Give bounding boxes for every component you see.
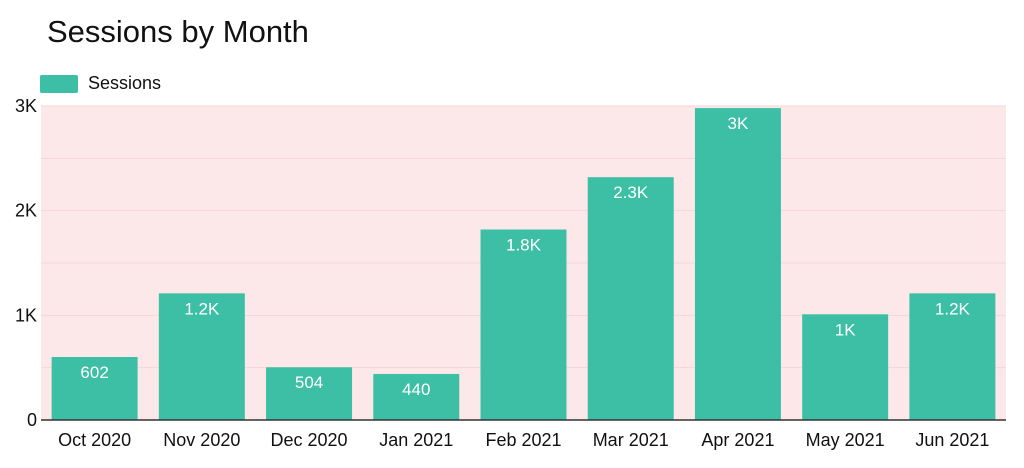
- legend-swatch-sessions: [40, 74, 78, 93]
- x-tick-label: Oct 2020: [58, 430, 131, 450]
- bar-value-label: 3K: [728, 114, 749, 133]
- x-tick-label: Mar 2021: [593, 430, 669, 450]
- legend[interactable]: Sessions: [40, 73, 161, 94]
- y-tick-label: 1K: [15, 305, 37, 325]
- bar[interactable]: [802, 314, 889, 420]
- chart-title: Sessions by Month: [47, 14, 309, 49]
- legend-label-sessions: Sessions: [88, 73, 162, 93]
- bar[interactable]: [480, 229, 567, 420]
- bar[interactable]: [51, 356, 138, 420]
- bar[interactable]: [373, 373, 460, 420]
- bar-value-label: 1.2K: [184, 299, 220, 318]
- bars: [51, 108, 996, 421]
- bar[interactable]: [694, 108, 781, 421]
- x-tick-label: Jun 2021: [915, 430, 989, 450]
- x-tick-label: Jan 2021: [379, 430, 453, 450]
- y-tick-label: 3K: [15, 96, 37, 116]
- y-tick-label: 2K: [15, 201, 37, 221]
- bar[interactable]: [909, 293, 996, 420]
- x-tick-label: Dec 2020: [271, 430, 348, 450]
- y-tick-label: 0: [27, 410, 37, 430]
- bar[interactable]: [266, 367, 353, 420]
- bar-value-label: 602: [80, 363, 108, 382]
- bar-labels: 602 1.2K 504 440 1.8K 2.3K 3K 1K 1.2K: [80, 114, 970, 399]
- x-tick-label: Feb 2021: [485, 430, 561, 450]
- x-tick-label: Apr 2021: [701, 430, 774, 450]
- x-axis-ticks: Oct 2020 Nov 2020 Dec 2020 Jan 2021 Feb 2021…: [58, 430, 989, 450]
- y-axis-ticks: 0 1K 2K 3K: [15, 96, 37, 430]
- bar-value-label: 440: [402, 380, 430, 399]
- x-tick-label: Nov 2020: [163, 430, 240, 450]
- bar[interactable]: [158, 293, 245, 420]
- bar-value-label: 1.8K: [506, 236, 542, 255]
- bar-value-label: 1.2K: [935, 299, 971, 318]
- bar-value-label: 2.3K: [613, 183, 649, 202]
- x-tick-label: May 2021: [806, 430, 885, 450]
- bar-value-label: 504: [295, 373, 323, 392]
- bar[interactable]: [587, 177, 674, 420]
- bar-value-label: 1K: [835, 320, 856, 339]
